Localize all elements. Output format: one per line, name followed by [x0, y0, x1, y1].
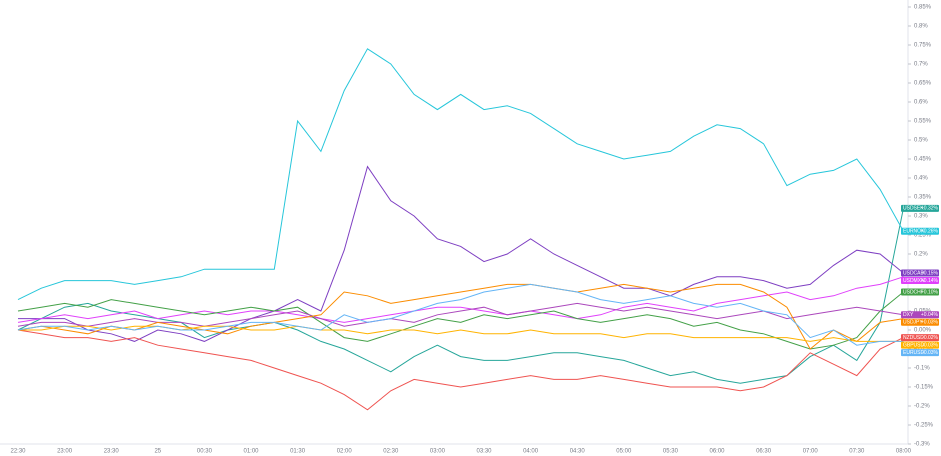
end-tag-box	[901, 349, 939, 357]
value-label: +0.15%	[921, 270, 939, 276]
y-tick-label: -0.3%	[914, 442, 930, 448]
y-tick-label: -0.2%	[914, 404, 930, 410]
value-label: -0.02%	[922, 335, 938, 341]
x-tick-label: 03:00	[430, 449, 446, 455]
value-label: -0.03%	[922, 342, 938, 348]
y-tick-label: 0.6%	[914, 100, 928, 106]
series-line	[17, 283, 904, 346]
x-tick-label: 05:00	[616, 449, 632, 455]
y-tick-label: -0.1%	[914, 366, 930, 372]
series-line	[18, 165, 904, 342]
x-tick-label: 02:30	[383, 449, 399, 455]
series-line	[17, 208, 904, 384]
y-tick-label: 0.55%	[914, 119, 932, 125]
x-tick-label: 04:00	[523, 449, 539, 455]
legend-label: GBPUSD	[903, 342, 925, 348]
x-tick-label: 07:30	[849, 449, 865, 455]
x-tick-label: 06:30	[756, 449, 772, 455]
end-tag: NZDUSD-0.02%	[901, 334, 939, 342]
value-label: +0.10%	[921, 289, 939, 295]
x-tick-label: 02:00	[337, 449, 353, 455]
x-tick-label: 23:30	[104, 449, 120, 455]
series-line	[17, 329, 904, 411]
end-tag: USDCHF+0.10%	[901, 288, 939, 296]
y-tick-label: 0.3%	[914, 214, 928, 220]
end-tag: USDJPY+0.03%	[901, 318, 939, 326]
end-tag-box	[901, 341, 939, 349]
legend-label: NZDUSD	[903, 335, 924, 341]
y-tick-label: 0.35%	[914, 195, 932, 201]
y-tick-label: -0.25%	[914, 423, 934, 429]
x-tick-label: 03:30	[476, 449, 492, 455]
value-label: +0.03%	[921, 320, 939, 326]
x-tick-label: 23:00	[57, 449, 73, 455]
series-line	[17, 291, 904, 350]
y-tick-label: 0.25%	[914, 233, 932, 239]
x-tick-label: 01:00	[243, 449, 259, 455]
y-tick-label: 0.85%	[914, 5, 932, 11]
end-tag-box	[901, 277, 939, 284]
end-tag: DXY +0.04%	[901, 311, 939, 319]
end-tag: USDMXN+0.14%	[901, 277, 939, 284]
end-tag-box	[901, 269, 939, 277]
value-label: -0.03%	[922, 350, 938, 356]
legend-label: USDCHF	[903, 289, 924, 295]
legend-label: USDMXN	[903, 278, 925, 284]
value-label: +0.04%	[921, 312, 939, 318]
x-tick-label: 01:30	[290, 449, 306, 455]
x-tick-label: 22:30	[10, 449, 26, 455]
y-tick-label: 0.7%	[914, 62, 928, 68]
value-label: +0.14%	[921, 278, 939, 284]
legend-label: USDCAD	[903, 270, 925, 276]
end-tag: GBPUSD-0.03%	[901, 341, 939, 349]
x-tick-label: 06:00	[709, 449, 725, 455]
end-tag: EURNOK+0.26%	[901, 227, 939, 235]
y-tick-label: -0.15%	[914, 385, 934, 391]
y-tick-label: 0.2%	[914, 252, 928, 258]
end-tag: USDCAD+0.15%	[901, 269, 939, 277]
value-label: +0.26%	[921, 229, 939, 235]
x-tick-label: 05:30	[663, 449, 679, 455]
y-tick-label: 0.65%	[914, 81, 932, 87]
x-tick-label: 00:30	[197, 449, 213, 455]
end-tag-box	[901, 227, 939, 235]
x-tick-label: 04:30	[570, 449, 586, 455]
y-tick-label: 0.8%	[914, 24, 928, 30]
y-tick-label: 0.5%	[914, 138, 928, 144]
y-tick-label: 0.45%	[914, 157, 932, 163]
legend-label: USDSEK	[903, 206, 924, 212]
end-tag-box	[901, 318, 939, 326]
series-line	[17, 48, 904, 301]
x-tick-label: 08:00	[896, 449, 912, 455]
x-tick-label: 07:00	[803, 449, 819, 455]
end-tag-box	[901, 334, 939, 342]
end-tag-box	[901, 311, 939, 319]
legend-label: EURUSD	[903, 350, 925, 356]
y-tick-label: 0.75%	[914, 43, 932, 49]
series-line	[17, 283, 904, 350]
end-tag-box	[901, 288, 939, 296]
value-label: +0.32%	[921, 206, 939, 212]
end-tag: USDSEK+0.32%	[901, 204, 939, 212]
y-tick-label: 0.4%	[914, 176, 928, 182]
end-tag: EURUSD-0.03%	[901, 349, 939, 357]
legend-label: EURNOK	[903, 229, 925, 235]
series-line	[17, 276, 904, 323]
legend-label: USDJPY	[903, 320, 923, 326]
legend-label: DXY	[903, 312, 914, 318]
y-tick-label: 0.00%	[914, 328, 932, 334]
x-tick-label: 25	[154, 449, 161, 455]
end-tag-box	[901, 204, 939, 212]
series-line	[17, 302, 904, 327]
